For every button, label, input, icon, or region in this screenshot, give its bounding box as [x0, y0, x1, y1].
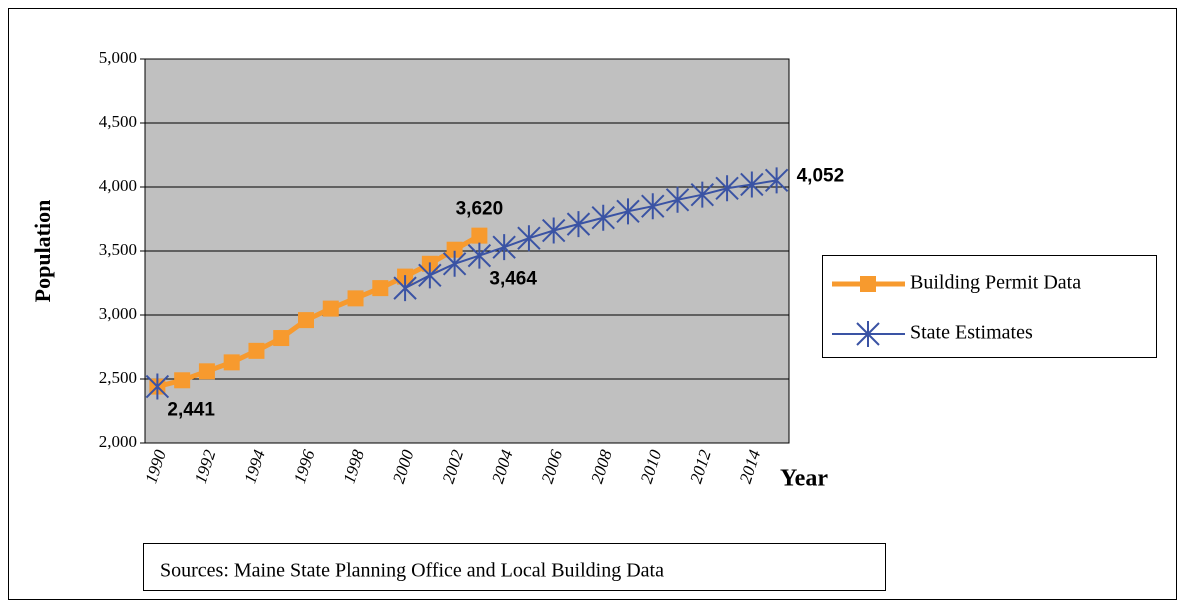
y-tick-label: 4,500: [99, 112, 137, 131]
star-marker: [418, 262, 442, 289]
star-marker: [764, 167, 789, 194]
star-marker: [517, 225, 541, 252]
data-label: 3,464: [489, 269, 537, 290]
star-marker: [442, 250, 467, 277]
star-marker: [393, 275, 417, 302]
y-axis-title: Population: [30, 200, 55, 303]
star-marker: [740, 171, 764, 198]
square-marker: [446, 241, 463, 258]
star-marker: [690, 181, 715, 208]
y-tick-label: 4,000: [99, 176, 137, 195]
star-marker: [715, 175, 739, 202]
square-marker: [298, 312, 314, 329]
star-marker: [641, 193, 665, 220]
star-marker: [566, 211, 591, 238]
square-marker: [471, 227, 488, 244]
x-axis-title: Year: [780, 466, 828, 492]
data-label: 2,441: [167, 400, 215, 421]
star-marker: [665, 186, 690, 213]
star-marker: [467, 242, 492, 269]
star-marker: [492, 234, 516, 261]
legend-box: [822, 255, 1157, 358]
square-marker: [223, 354, 240, 371]
series-line: [404, 179, 777, 290]
y-tick-label: 3,500: [99, 240, 137, 259]
square-marker: [322, 300, 339, 317]
square-marker: [347, 290, 364, 307]
y-tick-label: 5,000: [99, 48, 137, 67]
square-marker: [248, 342, 265, 359]
y-tick-label: 3,000: [99, 304, 137, 323]
legend-marker: [856, 321, 880, 347]
legend-marker: [860, 276, 876, 292]
legend-label: Building Permit Data: [910, 272, 1081, 294]
square-marker: [198, 363, 215, 380]
legend-label: State Estimates: [910, 322, 1033, 344]
square-marker: [174, 372, 191, 389]
y-tick-label: 2,500: [99, 368, 137, 387]
y-tick-label: 2,000: [99, 432, 137, 451]
source-note: Sources: Maine State Planning Office and…: [160, 560, 664, 582]
source-box: [143, 543, 886, 591]
star-marker: [541, 217, 566, 244]
data-label: 3,620: [456, 199, 504, 220]
square-marker: [372, 280, 389, 297]
star-marker: [591, 204, 615, 231]
star-marker: [145, 373, 170, 400]
data-label: 4,052: [797, 165, 845, 186]
square-marker: [273, 330, 290, 347]
star-marker: [616, 198, 640, 225]
